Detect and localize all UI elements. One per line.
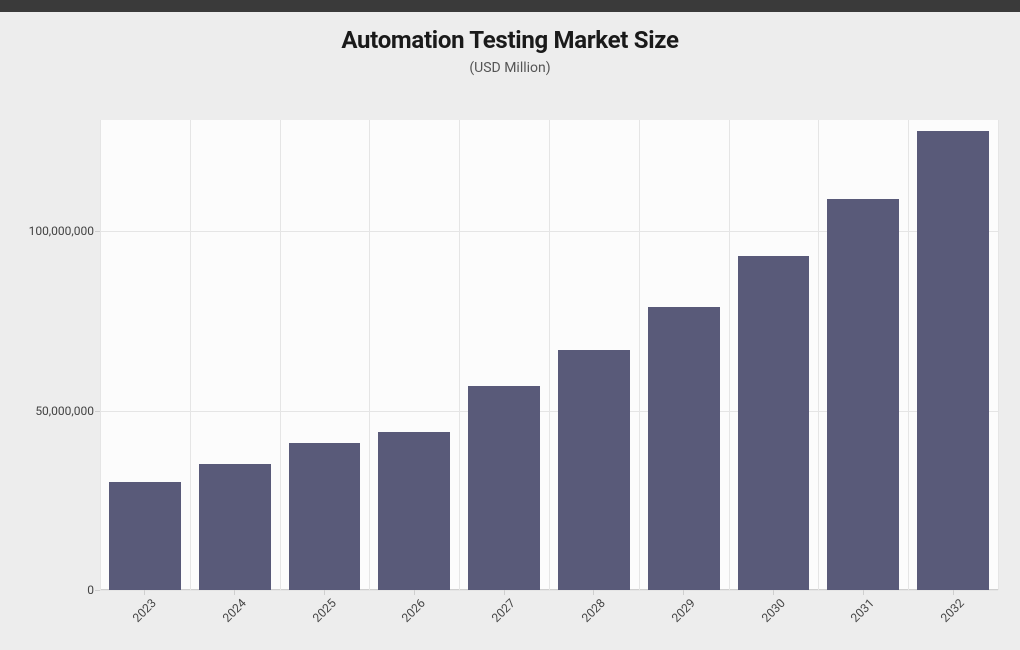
x-gridline: [369, 120, 370, 590]
x-tick-label: 2027: [489, 596, 518, 625]
x-gridline: [190, 120, 191, 590]
x-tick: [593, 590, 594, 595]
bar: [378, 432, 450, 590]
bar: [558, 350, 630, 590]
x-tick-label: 2032: [938, 596, 967, 625]
x-gridline: [998, 120, 999, 590]
x-tick-label: 2025: [309, 596, 338, 625]
chart-area: 050,000,000100,000,000 20232024202520262…: [0, 102, 1020, 650]
x-tick: [144, 590, 145, 595]
x-tick-label: 2023: [130, 596, 159, 625]
bar: [917, 131, 989, 590]
x-tick-label: 2029: [669, 596, 698, 625]
chart-subtitle: (USD Million): [0, 60, 1020, 76]
x-gridline: [459, 120, 460, 590]
x-gridline: [549, 120, 550, 590]
bar: [289, 443, 361, 590]
x-gridline: [280, 120, 281, 590]
x-tick: [234, 590, 235, 595]
x-tick-label: 2026: [399, 596, 428, 625]
bar: [738, 256, 810, 590]
x-gridline: [100, 120, 101, 590]
x-tick: [504, 590, 505, 595]
x-tick-label: 2028: [579, 596, 608, 625]
x-tick: [773, 590, 774, 595]
y-tick-label: 0: [87, 583, 94, 597]
y-axis: 050,000,000100,000,000: [0, 120, 100, 590]
x-tick-label: 2030: [758, 596, 787, 625]
bar: [199, 464, 271, 590]
plot-area: [100, 120, 998, 590]
x-tick: [324, 590, 325, 595]
x-tick: [414, 590, 415, 595]
x-gridline: [908, 120, 909, 590]
x-gridline: [639, 120, 640, 590]
x-tick: [953, 590, 954, 595]
bar: [109, 482, 181, 590]
chart-title: Automation Testing Market Size: [0, 26, 1020, 54]
x-axis: 2023 2024 2025 2026 2027 2028 2029 2030 2031 2032: [100, 590, 998, 650]
x-tick-label: 2024: [220, 596, 249, 625]
chart-page: Automation Testing Market Size (USD Mill…: [0, 12, 1020, 650]
x-gridline: [729, 120, 730, 590]
bar: [648, 307, 720, 590]
x-tick-label: 2031: [848, 596, 877, 625]
y-tick-label: 50,000,000: [35, 404, 94, 418]
bar: [827, 199, 899, 590]
window-top-strip: [0, 0, 1020, 12]
x-tick: [863, 590, 864, 595]
x-gridline: [818, 120, 819, 590]
x-tick: [683, 590, 684, 595]
y-tick-label: 100,000,000: [29, 224, 94, 238]
bar: [468, 386, 540, 591]
